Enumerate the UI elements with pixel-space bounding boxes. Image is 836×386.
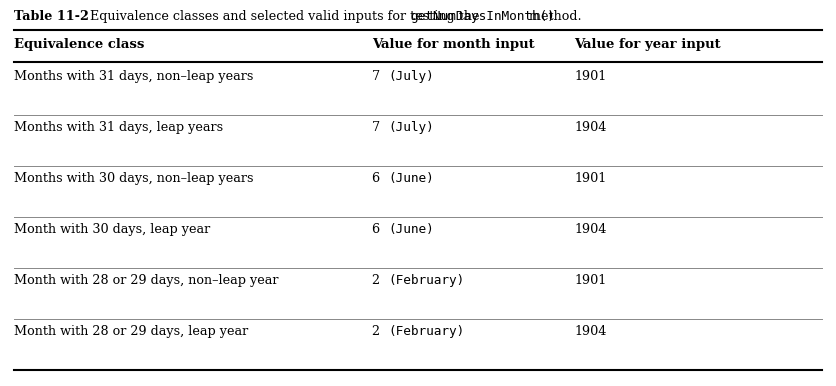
Text: (February): (February) bbox=[389, 274, 465, 287]
Text: Equivalence classes and selected valid inputs for testing the: Equivalence classes and selected valid i… bbox=[74, 10, 483, 23]
Text: 7: 7 bbox=[372, 121, 388, 134]
Text: 1901: 1901 bbox=[574, 70, 606, 83]
Text: Month with 30 days, leap year: Month with 30 days, leap year bbox=[14, 223, 210, 236]
Text: Months with 30 days, non–leap years: Months with 30 days, non–leap years bbox=[14, 172, 253, 185]
Text: (June): (June) bbox=[389, 172, 434, 185]
Text: 6: 6 bbox=[372, 172, 388, 185]
Text: Month with 28 or 29 days, leap year: Month with 28 or 29 days, leap year bbox=[14, 325, 248, 338]
Text: (July): (July) bbox=[389, 121, 434, 134]
Text: Months with 31 days, non–leap years: Months with 31 days, non–leap years bbox=[14, 70, 253, 83]
Text: 1904: 1904 bbox=[574, 121, 606, 134]
Text: 1904: 1904 bbox=[574, 325, 606, 338]
Text: Table 11-2: Table 11-2 bbox=[14, 10, 89, 23]
Text: 1901: 1901 bbox=[574, 172, 606, 185]
Text: (July): (July) bbox=[389, 70, 434, 83]
Text: Value for month input: Value for month input bbox=[372, 38, 535, 51]
Text: Value for year input: Value for year input bbox=[574, 38, 721, 51]
Text: Month with 28 or 29 days, non–leap year: Month with 28 or 29 days, non–leap year bbox=[14, 274, 278, 287]
Text: method.: method. bbox=[525, 10, 581, 23]
Text: (February): (February) bbox=[389, 325, 465, 338]
Text: 1904: 1904 bbox=[574, 223, 606, 236]
Text: 6: 6 bbox=[372, 223, 388, 236]
Text: Equivalence class: Equivalence class bbox=[14, 38, 145, 51]
Text: Months with 31 days, leap years: Months with 31 days, leap years bbox=[14, 121, 223, 134]
Text: getNumDaysInMonth(): getNumDaysInMonth() bbox=[410, 10, 555, 23]
Text: 2: 2 bbox=[372, 274, 388, 287]
Text: 1901: 1901 bbox=[574, 274, 606, 287]
Text: (June): (June) bbox=[389, 223, 434, 236]
Text: 7: 7 bbox=[372, 70, 388, 83]
Text: 2: 2 bbox=[372, 325, 388, 338]
